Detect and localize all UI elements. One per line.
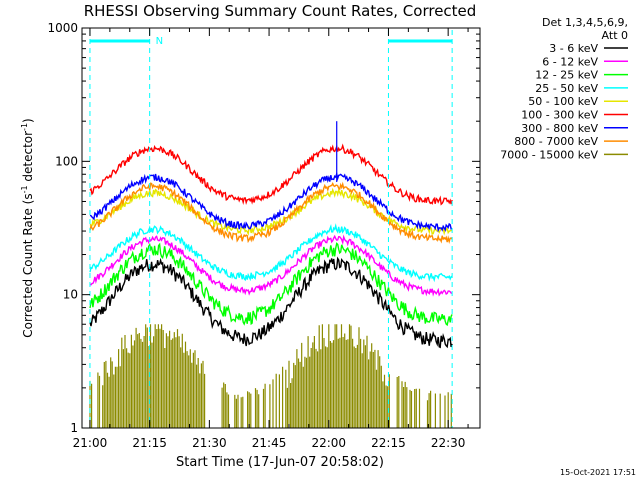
series-7000-15000keV — [89, 324, 452, 428]
series-100-300keV — [89, 143, 453, 206]
series-800-7000keV — [89, 181, 453, 244]
x-axis-label: Start Time (17-Jun-07 20:58:02) — [176, 455, 384, 470]
series-line — [89, 256, 453, 349]
legend-label: 12 - 25 keV — [535, 69, 598, 82]
legend-label: 300 - 800 keV — [521, 122, 598, 135]
y-axis-label-mid: detector — [21, 131, 35, 186]
y-tick-label: 100 — [55, 154, 78, 168]
y-axis-label: Corrected Count Rate (s-1 detector-1) — [20, 118, 35, 337]
series-line — [89, 171, 453, 233]
x-tick-label: 22:00 — [311, 436, 346, 450]
series-3-6keV — [89, 256, 453, 349]
series-6-12keV — [89, 234, 453, 297]
legend-label: 800 - 7000 keV — [514, 135, 598, 148]
x-tick-label: 22:30 — [431, 436, 466, 450]
series-300-800keV — [89, 171, 453, 233]
legend-label: 100 - 300 keV — [521, 109, 598, 122]
chart-marks: N — [89, 30, 453, 428]
series-50-100keV — [89, 187, 453, 237]
series-line — [89, 223, 453, 283]
x-tick-label: 21:15 — [132, 436, 167, 450]
y-tick-label: 10 — [63, 288, 78, 302]
series-line — [89, 242, 453, 327]
x-tick-label: 22:15 — [371, 436, 406, 450]
series-12-25keV — [89, 242, 453, 327]
legend-label: 3 - 6 keV — [549, 42, 598, 55]
legend-header-detectors: Det 1,3,4,5,6,9, — [542, 16, 628, 29]
y-tick-label: 1 — [70, 421, 78, 435]
legend-label: 7000 - 15000 keV — [500, 148, 598, 161]
plot-frame — [81, 27, 481, 429]
x-tick-label: 21:30 — [192, 436, 227, 450]
y-axis-label-end: ) — [21, 118, 35, 123]
x-tick-label: 21:45 — [252, 436, 287, 450]
y-axis-label-main: Corrected Count Rate (s — [21, 193, 35, 337]
series-line — [89, 234, 453, 297]
night-label: N — [156, 36, 163, 47]
x-axis: 21:00 21:15 21:30 21:45 22:00 22:15 22:30 — [73, 28, 469, 450]
series-line — [89, 143, 453, 206]
series-line — [89, 187, 453, 237]
series-bars — [89, 324, 452, 428]
legend-label: 50 - 100 keV — [528, 95, 598, 108]
legend-header-attenuator: Att 0 — [602, 29, 628, 42]
series-25-50keV — [89, 223, 453, 283]
legend-label: 6 - 12 keV — [542, 55, 598, 68]
y-tick-label: 1000 — [47, 21, 78, 35]
y-axis-label-sup2: -1 — [20, 123, 29, 131]
generated-timestamp: 15-Oct-2021 17:51 — [560, 468, 636, 477]
legend-label: 25 - 50 keV — [535, 82, 598, 95]
y-axis: 1 10 100 1000 — [47, 21, 480, 435]
series-line — [89, 181, 453, 244]
y-axis-label-sup1: -1 — [20, 185, 29, 193]
chart-title: RHESSI Observing Summary Count Rates, Co… — [84, 2, 477, 20]
x-tick-label: 21:00 — [73, 436, 108, 450]
